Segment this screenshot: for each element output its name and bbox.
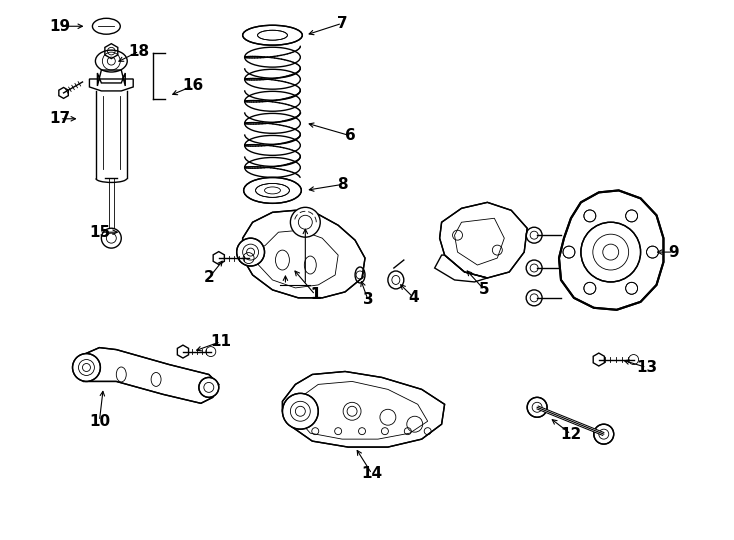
Polygon shape	[59, 87, 68, 98]
Text: 12: 12	[560, 427, 581, 442]
Text: 10: 10	[89, 414, 110, 429]
Text: 18: 18	[128, 44, 150, 59]
Polygon shape	[593, 353, 604, 366]
Text: 2: 2	[203, 271, 214, 286]
Polygon shape	[178, 345, 189, 358]
Polygon shape	[440, 202, 527, 278]
Circle shape	[527, 397, 547, 417]
Circle shape	[581, 222, 641, 282]
Text: 9: 9	[668, 245, 679, 260]
Text: 8: 8	[337, 177, 347, 192]
Text: 3: 3	[363, 292, 374, 307]
Circle shape	[625, 210, 638, 222]
Text: 13: 13	[636, 360, 657, 375]
Text: 17: 17	[49, 111, 70, 126]
Text: 16: 16	[182, 78, 203, 93]
Circle shape	[625, 282, 638, 294]
Text: 19: 19	[49, 19, 70, 34]
Text: 5: 5	[479, 282, 490, 298]
Text: 1: 1	[310, 287, 321, 302]
Circle shape	[584, 282, 596, 294]
Text: 11: 11	[210, 334, 231, 349]
Ellipse shape	[258, 30, 288, 40]
Circle shape	[584, 210, 596, 222]
Text: 14: 14	[361, 467, 382, 482]
Polygon shape	[243, 210, 365, 298]
Circle shape	[73, 354, 101, 381]
Circle shape	[199, 377, 219, 397]
Text: 6: 6	[345, 128, 355, 143]
Polygon shape	[213, 252, 225, 265]
Polygon shape	[559, 191, 664, 310]
Text: 4: 4	[408, 291, 419, 305]
Circle shape	[236, 238, 264, 266]
Text: 1: 1	[310, 287, 321, 302]
Text: 7: 7	[337, 16, 347, 31]
Circle shape	[291, 207, 320, 237]
Ellipse shape	[255, 184, 289, 198]
Ellipse shape	[244, 178, 302, 204]
Circle shape	[563, 246, 575, 258]
Circle shape	[283, 393, 319, 429]
Polygon shape	[76, 348, 219, 403]
Circle shape	[594, 424, 614, 444]
Polygon shape	[283, 372, 445, 447]
Text: 15: 15	[89, 225, 110, 240]
Circle shape	[647, 246, 658, 258]
Ellipse shape	[243, 25, 302, 45]
